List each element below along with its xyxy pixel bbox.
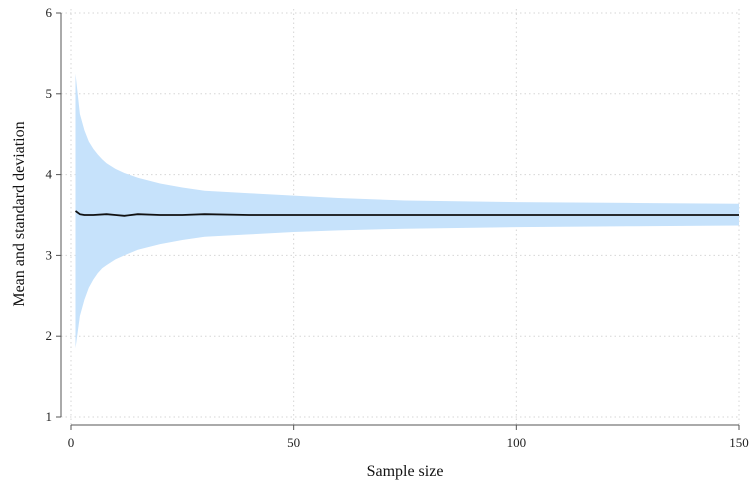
line-layer xyxy=(74,210,739,217)
band-layer xyxy=(75,73,739,349)
y-tick-label: 1 xyxy=(46,409,53,424)
y-tick-label: 3 xyxy=(46,247,53,262)
sd-band xyxy=(75,73,739,349)
y-tick-label: 6 xyxy=(46,5,53,20)
x-tick-label: 0 xyxy=(68,435,75,450)
x-tick-label: 50 xyxy=(287,435,300,450)
x-axis-title: Sample size xyxy=(367,463,444,480)
y-tick-label: 2 xyxy=(46,328,53,343)
y-axis-title: Mean and standard deviation xyxy=(11,121,28,306)
y-tick-label: 5 xyxy=(46,86,53,101)
axes-layer: 1 2 3 4 5 6 0 50 100 150 xyxy=(46,5,749,450)
mean-line xyxy=(74,210,739,217)
x-tick-label: 150 xyxy=(729,435,749,450)
y-tick-label: 4 xyxy=(46,167,53,182)
x-tick-label: 100 xyxy=(507,435,527,450)
